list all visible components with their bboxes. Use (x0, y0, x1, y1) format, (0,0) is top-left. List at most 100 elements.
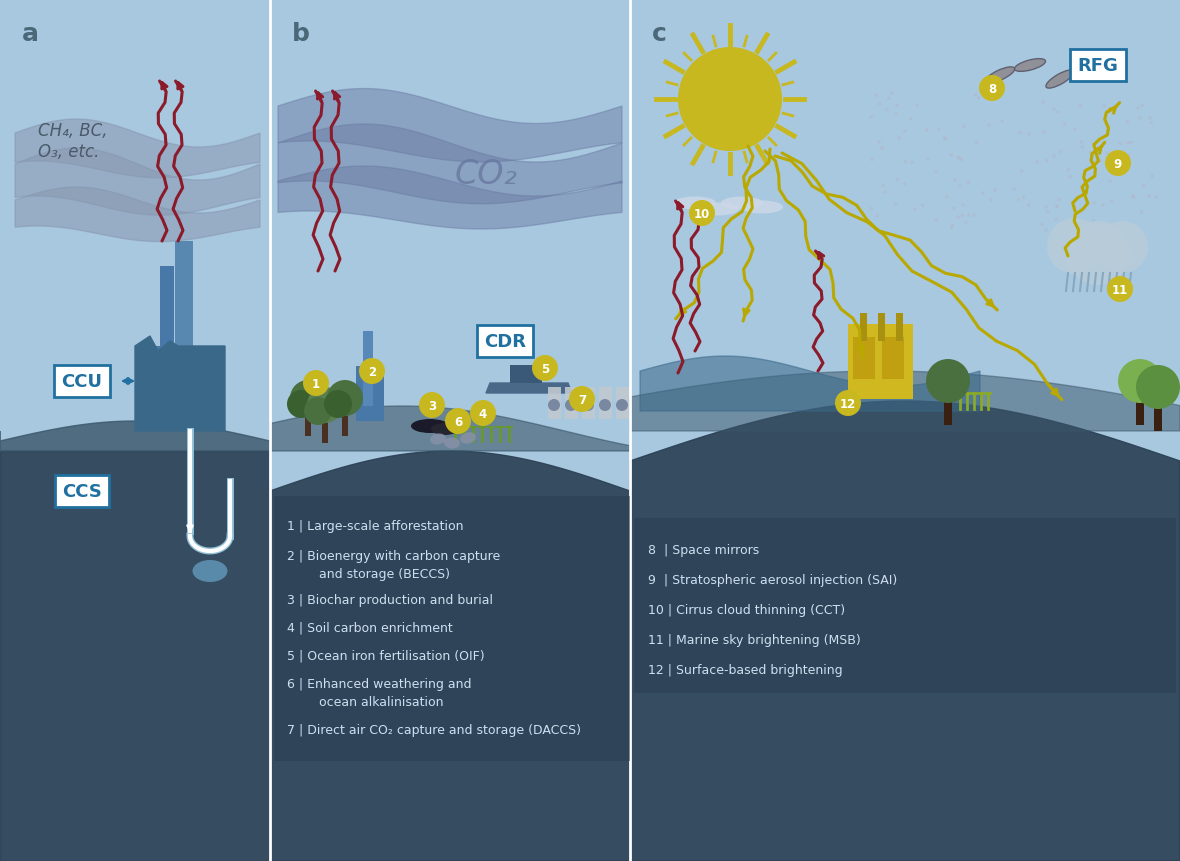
Circle shape (979, 76, 1005, 102)
Text: CDR: CDR (484, 332, 526, 350)
Circle shape (881, 184, 885, 188)
Bar (616, 387, 629, 419)
Bar (599, 387, 612, 419)
Circle shape (287, 391, 315, 418)
Bar (881, 338, 904, 380)
Text: 12: 12 (840, 397, 857, 410)
Bar (853, 338, 876, 380)
Circle shape (914, 104, 919, 108)
Bar (548, 387, 560, 419)
Circle shape (616, 400, 628, 412)
Circle shape (1126, 164, 1129, 168)
Circle shape (1066, 222, 1130, 286)
Circle shape (1079, 104, 1082, 108)
Bar (274, 497, 630, 761)
Circle shape (470, 400, 496, 426)
Circle shape (972, 214, 976, 217)
Polygon shape (15, 149, 260, 216)
Circle shape (957, 157, 961, 160)
Circle shape (1149, 121, 1153, 125)
Circle shape (952, 208, 956, 211)
Bar (178, 347, 214, 417)
Circle shape (894, 202, 898, 206)
Circle shape (1140, 211, 1143, 214)
Circle shape (883, 191, 886, 195)
Circle shape (1080, 141, 1083, 145)
Text: 9: 9 (1114, 158, 1122, 170)
Circle shape (1132, 196, 1135, 200)
Circle shape (1018, 132, 1022, 135)
Circle shape (290, 381, 326, 417)
Circle shape (1001, 121, 1004, 124)
Circle shape (1027, 204, 1030, 208)
Circle shape (943, 138, 946, 141)
Circle shape (1028, 133, 1031, 137)
Text: ocean alkalinisation: ocean alkalinisation (303, 695, 444, 709)
Polygon shape (0, 451, 270, 861)
Ellipse shape (674, 197, 716, 210)
Polygon shape (278, 167, 622, 230)
Bar (304, 406, 312, 437)
Ellipse shape (1015, 59, 1045, 72)
Polygon shape (486, 383, 572, 393)
Circle shape (1154, 196, 1158, 200)
Circle shape (904, 161, 907, 164)
Circle shape (1092, 220, 1095, 223)
Circle shape (1056, 111, 1060, 115)
Circle shape (1127, 154, 1130, 158)
Circle shape (981, 192, 984, 195)
Circle shape (324, 391, 352, 418)
Circle shape (958, 158, 962, 161)
Circle shape (961, 214, 964, 218)
Bar (878, 313, 885, 342)
Circle shape (1058, 151, 1062, 154)
Circle shape (963, 126, 966, 129)
Circle shape (1020, 170, 1023, 174)
Circle shape (599, 400, 611, 412)
Polygon shape (15, 188, 260, 242)
Circle shape (1126, 121, 1129, 125)
Ellipse shape (192, 561, 228, 582)
Circle shape (1067, 169, 1070, 172)
Circle shape (1136, 108, 1140, 111)
Circle shape (896, 178, 899, 183)
Circle shape (419, 393, 445, 418)
Circle shape (1036, 161, 1040, 164)
Circle shape (877, 141, 881, 145)
Bar (160, 267, 173, 431)
Bar (860, 313, 867, 342)
Bar (565, 387, 578, 419)
Circle shape (1092, 161, 1095, 164)
Circle shape (1138, 117, 1141, 121)
Circle shape (876, 215, 879, 219)
Circle shape (935, 220, 938, 223)
Polygon shape (270, 406, 630, 451)
Bar (322, 413, 328, 443)
Ellipse shape (697, 203, 739, 216)
Circle shape (1109, 201, 1113, 204)
Circle shape (835, 391, 861, 417)
Polygon shape (0, 422, 270, 451)
Ellipse shape (430, 434, 446, 445)
Circle shape (1055, 218, 1058, 222)
Text: 12 | Surface-based brightening: 12 | Surface-based brightening (648, 663, 843, 676)
Circle shape (1073, 128, 1077, 132)
Circle shape (532, 356, 558, 381)
Circle shape (887, 97, 891, 101)
Text: 4 | Soil carbon enrichment: 4 | Soil carbon enrichment (287, 622, 453, 635)
Circle shape (1055, 205, 1058, 208)
Circle shape (988, 124, 991, 128)
Text: RFG: RFG (1077, 57, 1119, 75)
Circle shape (1101, 204, 1104, 208)
Text: 1: 1 (312, 377, 320, 390)
Polygon shape (278, 125, 622, 205)
Circle shape (1106, 109, 1109, 113)
Circle shape (878, 102, 881, 107)
Circle shape (1051, 155, 1056, 158)
Circle shape (1047, 219, 1103, 275)
Circle shape (964, 221, 968, 225)
Polygon shape (630, 372, 1180, 431)
Text: and storage (BECCS): and storage (BECCS) (303, 567, 450, 580)
Circle shape (870, 208, 873, 211)
Bar (356, 367, 384, 422)
